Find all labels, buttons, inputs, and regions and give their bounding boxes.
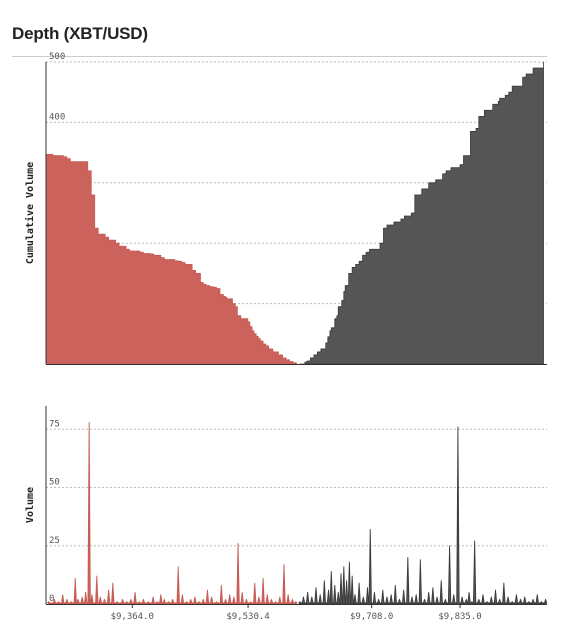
depth-y-tick-label: 400 <box>49 112 65 122</box>
volume-x-tick-label: $9,835.0 <box>438 612 481 622</box>
cumulative-depth-chart: 0100200300400500Cumulative Volume <box>24 52 547 365</box>
volume-chart: 0 25 50 75 $9,364.0 $9,530.4 $9,708.0 $9,835.0 V… <box>25 406 548 622</box>
volume-ask-area <box>298 426 548 605</box>
volume-x-tick-label: $9,708.0 <box>350 612 393 622</box>
volume-bid-area <box>47 421 298 605</box>
page-title: Depth (XBT/USD) <box>12 24 148 43</box>
volume-y-tick-label: 25 <box>49 536 60 546</box>
volume-y-axis-title: Volume <box>25 487 36 523</box>
title-divider <box>12 56 547 57</box>
volume-y-tick-label: 50 <box>49 478 60 488</box>
volume-x-tick-label: $9,530.4 <box>226 612 269 622</box>
volume-y-tick-label: 75 <box>49 419 60 429</box>
depth-bid-area <box>45 154 297 365</box>
depth-ask-area <box>299 61 544 365</box>
depth-y-tick-label: 500 <box>49 52 65 62</box>
depth-y-axis-title: Cumulative Volume <box>24 162 36 264</box>
volume-y-tick-label: 0 <box>49 594 54 604</box>
volume-x-tick-label: $9,364.0 <box>111 612 154 622</box>
